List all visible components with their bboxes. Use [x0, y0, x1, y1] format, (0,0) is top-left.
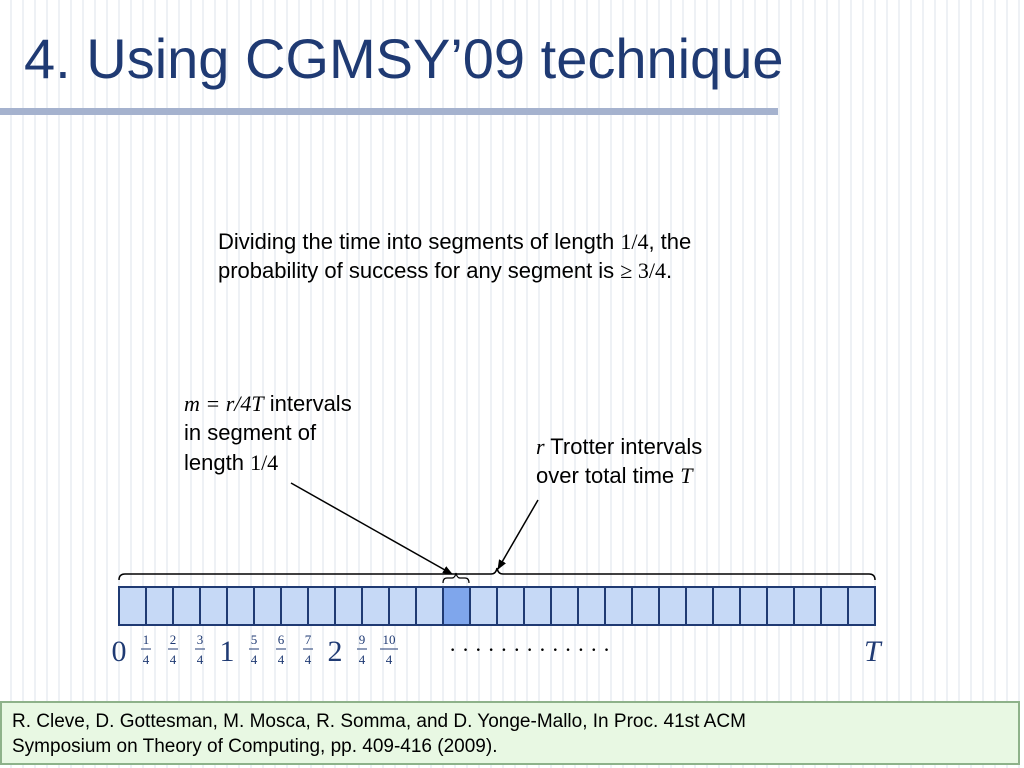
- citation-line1: R. Cleve, D. Gottesman, M. Mosca, R. Som…: [12, 711, 746, 732]
- trotter-callout: r Trotter intervals over total time T: [536, 432, 796, 491]
- trotter-var-T: T: [680, 463, 693, 489]
- interval-callout-line2: in segment of: [184, 420, 317, 446]
- fraction-numerator: 5: [251, 632, 258, 647]
- interval-cell: [631, 586, 660, 626]
- interval-cell: [685, 586, 714, 626]
- fraction-denominator: 4: [305, 652, 312, 667]
- interval-cell: [496, 586, 525, 626]
- interval-cell: [226, 586, 255, 626]
- interval-cell: [604, 586, 633, 626]
- segment-note-line2-end: .: [665, 258, 673, 284]
- segment-note-line1: Dividing the time into segments of lengt…: [218, 229, 621, 254]
- fraction-numerator: 2: [170, 632, 177, 647]
- fraction-denominator: 4: [278, 652, 285, 667]
- slide-title: 4. Using CGMSY’09 technique: [24, 27, 784, 90]
- fraction-numerator: 9: [359, 632, 366, 647]
- interval-cell: [658, 586, 687, 626]
- segment-length-math: 1/4: [620, 229, 649, 254]
- interval-cell: [415, 586, 444, 626]
- fraction-denominator: 4: [359, 652, 366, 667]
- citation-box: R. Cleve, D. Gottesman, M. Mosca, R. Som…: [0, 701, 1020, 765]
- fraction-numerator: 7: [305, 632, 312, 647]
- fraction-numerator: 3: [197, 632, 204, 647]
- tick-label-fraction: 64: [276, 632, 286, 667]
- interval-cell: [361, 586, 390, 626]
- tick-label-fraction: 34: [195, 632, 205, 667]
- title-underline: [0, 108, 778, 115]
- segment-note-line1-end: , the: [648, 229, 692, 254]
- interval-cell: [712, 586, 741, 626]
- interval-arrow: [290, 482, 453, 575]
- interval-cell: [199, 586, 228, 626]
- interval-cell: [280, 586, 309, 626]
- fraction-numerator: 1: [143, 632, 150, 647]
- interval-callout: m = r/4T intervals in segment of length …: [184, 389, 424, 477]
- fraction-denominator: 4: [251, 652, 258, 667]
- highlighted-interval-cell: [442, 586, 471, 626]
- fraction-denominator: 4: [143, 652, 150, 667]
- trotter-callout-line2: over total time: [536, 463, 681, 489]
- interval-cell: [739, 586, 768, 626]
- interval-cell: [307, 586, 336, 626]
- fraction-denominator: 4: [386, 652, 393, 667]
- interval-cell: [334, 586, 363, 626]
- tick-label-integer: 0: [112, 635, 127, 668]
- citation-line2: Symposium on Theory of Computing, pp. 40…: [12, 736, 498, 758]
- fraction-denominator: 4: [170, 652, 177, 667]
- interval-cell: [172, 586, 201, 626]
- timeline-ellipsis: · · · · · · · · · · · · ·: [449, 637, 610, 662]
- interval-brace: [442, 572, 470, 584]
- tick-label-fraction: 104: [380, 632, 398, 667]
- success-prob-math: ≥ 3/4: [620, 258, 666, 284]
- trotter-arrow: [497, 499, 539, 570]
- tick-label-fraction: 24: [168, 632, 178, 667]
- segment-note: Dividing the time into segments of lengt…: [218, 227, 798, 286]
- fraction-numerator: 6: [278, 632, 285, 647]
- tick-label-fraction: 74: [303, 632, 313, 667]
- total-brace: [118, 567, 876, 581]
- tick-label-integer: 2: [328, 635, 343, 668]
- interval-callout-line1: intervals: [263, 391, 352, 416]
- interval-cell: [793, 586, 822, 626]
- interval-cell: [523, 586, 552, 626]
- tick-label-fraction: 14: [141, 632, 151, 667]
- trotter-var-r: r: [536, 434, 545, 459]
- interval-cell: [388, 586, 417, 626]
- interval-callout-line3: length: [184, 449, 251, 475]
- interval-cell: [118, 586, 147, 626]
- interval-cell: [145, 586, 174, 626]
- trotter-callout-line1: Trotter intervals: [544, 434, 703, 459]
- interval-cell: [550, 586, 579, 626]
- fraction-denominator: 4: [197, 652, 204, 667]
- segment-note-line2: probability of success for any segment i…: [218, 258, 621, 284]
- interval-cell: [820, 586, 849, 626]
- tick-label-fraction: 54: [249, 632, 259, 667]
- interval-count-math: m = r/4T: [184, 391, 264, 416]
- interval-length-math: 1/4: [250, 449, 279, 475]
- interval-cell: [766, 586, 795, 626]
- tick-label-fraction: 94: [357, 632, 367, 667]
- interval-cell: [253, 586, 282, 626]
- interval-cell: [577, 586, 606, 626]
- fraction-numerator: 10: [383, 632, 396, 647]
- tick-label-integer: 1: [220, 635, 235, 668]
- interval-cell: [847, 586, 876, 626]
- interval-cell: [469, 586, 498, 626]
- timeline-end-label: T: [864, 635, 883, 668]
